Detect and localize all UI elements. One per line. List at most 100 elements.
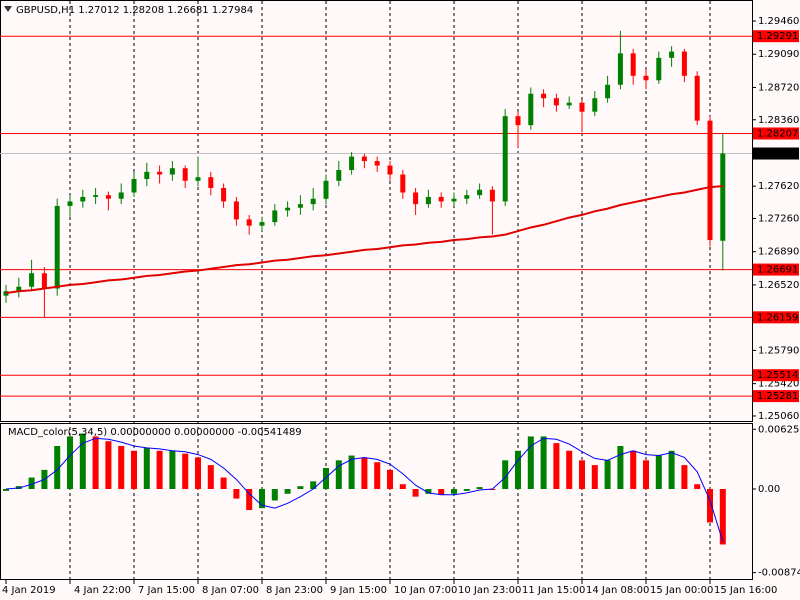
candle-body bbox=[707, 120, 713, 241]
candle-body bbox=[54, 205, 60, 289]
macd-bar bbox=[515, 450, 521, 490]
macd-bar bbox=[182, 453, 189, 490]
x-tick-label: 4 Jan 22:00 bbox=[74, 585, 131, 596]
macd-bar bbox=[207, 465, 214, 490]
candle-body bbox=[41, 273, 47, 289]
y-tick-label: 1.29460 bbox=[758, 16, 799, 27]
macd-bar bbox=[463, 489, 470, 491]
x-tick-label: 7 Jan 15:00 bbox=[138, 585, 195, 596]
candle-body bbox=[605, 84, 611, 99]
macd-bar bbox=[271, 489, 278, 501]
macd-bar bbox=[118, 445, 125, 490]
macd-bar bbox=[259, 489, 265, 509]
y-tick-label: 0.0062507 bbox=[758, 424, 800, 435]
macd-bar bbox=[694, 484, 701, 490]
macd-title: MACD_color(5,34,5) 0.00000000 0.00000000… bbox=[8, 427, 302, 438]
candle-body bbox=[93, 195, 99, 197]
macd-bar bbox=[297, 486, 304, 490]
y-tick-label: 1.27620 bbox=[758, 181, 799, 192]
macd-bar bbox=[527, 436, 534, 490]
candle-body bbox=[272, 210, 278, 223]
candle-body bbox=[464, 195, 470, 199]
candle-body bbox=[169, 168, 175, 175]
macd-bar bbox=[719, 489, 726, 545]
candle-body bbox=[400, 174, 406, 193]
candle-body bbox=[131, 179, 137, 193]
candle-body bbox=[144, 171, 150, 180]
level-label: 1.26691 bbox=[757, 265, 798, 276]
price-panel-frame bbox=[0, 0, 753, 422]
candle-body bbox=[617, 53, 623, 85]
candle-body bbox=[374, 161, 380, 166]
level-label: 1.25514 bbox=[757, 370, 798, 381]
macd-bar bbox=[361, 457, 368, 490]
macd-bar bbox=[105, 441, 112, 490]
x-tick-label: 14 Jan 08:00 bbox=[586, 585, 649, 596]
macd-bar bbox=[668, 450, 675, 490]
macd-bar bbox=[79, 433, 86, 490]
candle-body bbox=[3, 291, 9, 296]
level-label-box bbox=[753, 390, 799, 403]
candle-body bbox=[29, 273, 35, 287]
candle-body bbox=[720, 153, 726, 241]
candle-body bbox=[105, 195, 111, 199]
x-tick-label: 11 Jan 15:00 bbox=[522, 585, 585, 596]
candle-body bbox=[361, 156, 367, 162]
macd-bar bbox=[28, 477, 35, 490]
macd-bar bbox=[246, 489, 253, 511]
x-tick-label: 10 Jan 23:00 bbox=[458, 585, 521, 596]
candle-body bbox=[336, 170, 342, 181]
level-label-box bbox=[753, 311, 799, 324]
candle-body bbox=[297, 204, 303, 208]
candle-body bbox=[566, 102, 572, 106]
level-label-box bbox=[753, 369, 799, 382]
candle-body bbox=[592, 98, 598, 112]
macd-bar bbox=[617, 445, 624, 490]
candle-body bbox=[413, 192, 419, 205]
macd-bar bbox=[131, 450, 137, 490]
x-tick-label: 15 Jan 16:00 bbox=[714, 585, 777, 596]
macd-bar bbox=[438, 489, 445, 495]
candle-body bbox=[681, 51, 687, 76]
macd-bar bbox=[476, 487, 483, 490]
candle-body bbox=[246, 219, 252, 226]
macd-bar bbox=[284, 489, 291, 494]
candle-body bbox=[477, 189, 483, 196]
x-tick-label: 9 Jan 15:00 bbox=[330, 585, 387, 596]
y-tick-label: -0.008747 bbox=[758, 568, 800, 579]
macd-bar bbox=[681, 465, 688, 490]
macd-bar bbox=[566, 450, 573, 490]
macd-bar bbox=[399, 484, 406, 490]
macd-bar bbox=[540, 436, 547, 490]
x-tick-label: 8 Jan 07:00 bbox=[202, 585, 259, 596]
y-tick-label: 1.25060 bbox=[758, 411, 799, 422]
candle-body bbox=[630, 53, 636, 76]
candle-body bbox=[221, 187, 227, 202]
candle-body bbox=[528, 93, 534, 126]
candle-body bbox=[669, 51, 675, 58]
candle-body bbox=[323, 180, 329, 199]
moving-average bbox=[5, 185, 723, 294]
y-tick-label: 0.00 bbox=[758, 484, 780, 495]
level-label: 1.26159 bbox=[757, 312, 798, 323]
macd-bar bbox=[374, 462, 381, 490]
candle-body bbox=[643, 75, 649, 81]
y-tick-label: 1.26890 bbox=[758, 247, 799, 258]
macd-bar bbox=[3, 489, 9, 491]
level-label: 1.25281 bbox=[757, 391, 798, 402]
macd-bar bbox=[502, 460, 509, 490]
x-tick-label: 4 Jan 2019 bbox=[2, 585, 56, 596]
macd-bar bbox=[451, 489, 457, 494]
candle-body bbox=[502, 116, 508, 202]
y-tick-label: 1.27260 bbox=[758, 213, 799, 224]
macd-bar bbox=[425, 489, 432, 494]
macd-bar bbox=[143, 447, 150, 490]
macd-bar bbox=[195, 457, 201, 490]
macd-bar bbox=[310, 481, 317, 490]
macd-bar bbox=[169, 450, 176, 490]
macd-bar bbox=[604, 460, 611, 490]
y-tick-label: 1.25790 bbox=[758, 345, 799, 356]
candle-body bbox=[656, 57, 662, 81]
y-tick-label: 1.28360 bbox=[758, 115, 799, 126]
